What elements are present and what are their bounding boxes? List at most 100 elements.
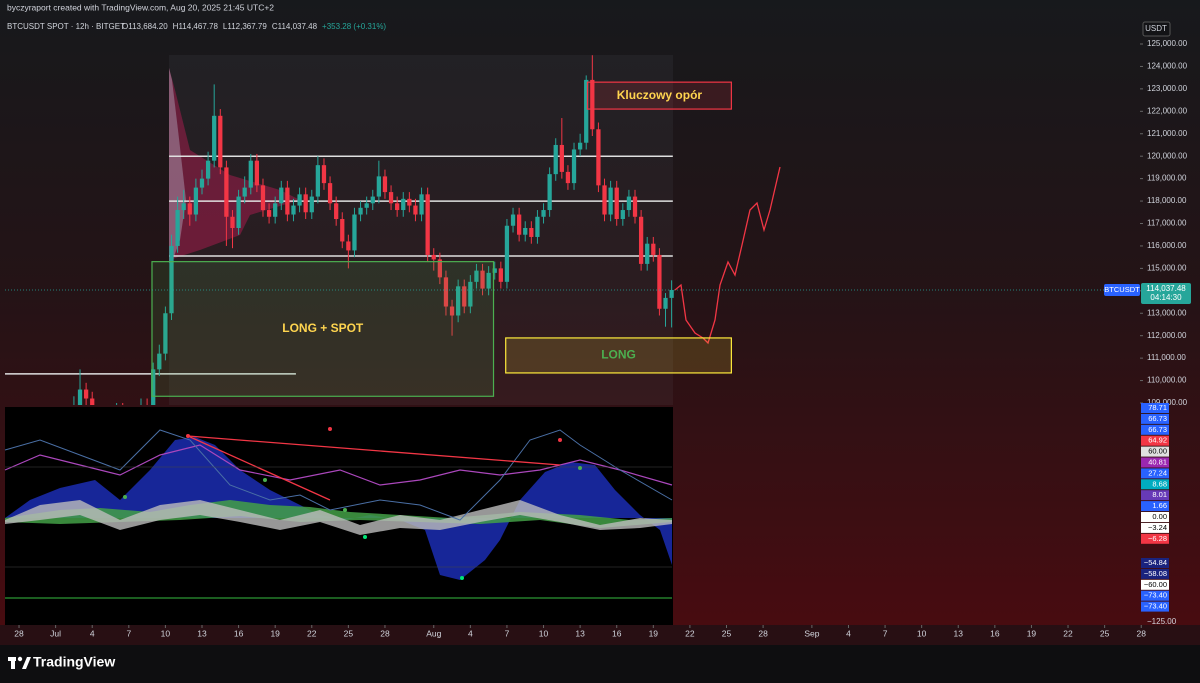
y-tick-label: 118,000.00 xyxy=(1147,196,1187,205)
zone-label: LONG + SPOT xyxy=(282,321,364,335)
x-tick-label: 22 xyxy=(685,628,695,638)
indicator-tag xyxy=(1141,479,1169,490)
zone-label: Kluczowy opór xyxy=(617,88,703,102)
x-tick-label: 4 xyxy=(90,628,95,638)
volume-profile-core xyxy=(169,68,186,263)
candle-body xyxy=(297,194,302,206)
candle-body xyxy=(151,369,156,405)
x-tick-label: 7 xyxy=(883,628,888,638)
candle-body xyxy=(340,219,345,242)
candle-body xyxy=(218,115,223,168)
x-tick-label: 13 xyxy=(575,628,585,638)
candle-body xyxy=(651,243,656,255)
range-shade xyxy=(169,55,673,405)
candle-body xyxy=(638,216,644,264)
indicator-tag xyxy=(1141,435,1169,446)
candle-body xyxy=(382,176,388,193)
candle-body xyxy=(657,254,662,309)
y-tick-label: 117,000.00 xyxy=(1147,219,1187,228)
zone xyxy=(505,337,732,374)
symbol-tag-text: BTCUSDT xyxy=(1104,285,1140,294)
candle-body xyxy=(468,281,473,307)
y-tick-label: 110,000.00 xyxy=(1147,376,1187,385)
footer-bar xyxy=(0,645,1200,683)
candle-body xyxy=(334,203,339,220)
indicator-tag-text: −60.00 xyxy=(1144,580,1167,589)
candle-body xyxy=(669,289,674,298)
candle-body xyxy=(529,227,534,237)
indicator-tag-text: 60.00 xyxy=(1148,447,1167,456)
x-tick-label: 16 xyxy=(990,628,1000,638)
indicator-tag xyxy=(1141,468,1169,479)
indicator-tag-text: 0.00 xyxy=(1152,512,1167,521)
candle-body xyxy=(352,214,357,251)
candle-body xyxy=(645,243,650,264)
indicator-tag xyxy=(1141,579,1169,590)
candle-body xyxy=(199,178,205,188)
symbol-title: BTCUSDT SPOT · 12h · BITGET xyxy=(7,22,125,31)
x-tick-label: 10 xyxy=(917,628,927,638)
candle-body xyxy=(266,210,272,217)
x-tick-label: Jul xyxy=(50,628,61,638)
indicator-tag xyxy=(1141,413,1169,424)
x-tick-label: 4 xyxy=(468,628,473,638)
candle-body xyxy=(187,203,192,215)
candle-body xyxy=(584,79,589,143)
y-tick-label: 115,000.00 xyxy=(1147,263,1187,272)
indicator-tag-text: 1.66 xyxy=(1152,501,1167,510)
candle-body xyxy=(602,185,607,215)
x-tick-label: 13 xyxy=(197,628,207,638)
candle-body xyxy=(535,216,540,237)
indicator-tag-text: −73.40 xyxy=(1144,602,1167,611)
x-tick-label: 16 xyxy=(612,628,622,638)
x-tick-label: 28 xyxy=(1136,628,1146,638)
candle-body xyxy=(346,241,351,251)
indicator-drawing xyxy=(4,427,673,599)
candle-body xyxy=(236,196,241,228)
candle-body xyxy=(456,286,461,316)
x-tick-label: Aug xyxy=(426,628,441,638)
candle-body xyxy=(90,398,95,405)
candle-body xyxy=(303,194,308,213)
candle-body xyxy=(553,144,558,175)
candle-body xyxy=(364,203,369,208)
indicator-tag-text: 8.68 xyxy=(1152,479,1167,488)
candle-body xyxy=(480,270,485,289)
x-tick-label: 19 xyxy=(270,628,280,638)
candle-body xyxy=(626,196,632,211)
indicator-tag-text: −73.40 xyxy=(1144,591,1167,600)
x-tick-label: 28 xyxy=(758,628,768,638)
x-tick-label: 7 xyxy=(126,628,131,638)
candle-body xyxy=(248,160,253,188)
price-pane xyxy=(5,55,674,405)
volume-profile xyxy=(169,68,300,263)
candle-body xyxy=(83,389,89,399)
x-tick-label: Sep xyxy=(804,628,819,638)
indicator-tag xyxy=(1141,601,1169,612)
candle-body xyxy=(510,214,516,226)
y-tick-label: 125,000.00 xyxy=(1147,39,1188,48)
candle-body xyxy=(315,165,321,197)
candle-body xyxy=(395,203,400,211)
candle-body xyxy=(596,129,601,186)
candle-body xyxy=(425,194,430,255)
y-tick-label: 116,000.00 xyxy=(1147,241,1187,250)
candle-body xyxy=(663,297,668,309)
candle-body xyxy=(321,165,327,184)
candle-body xyxy=(388,192,394,204)
currency-box xyxy=(1142,21,1171,37)
time-axis xyxy=(0,625,1200,645)
ohlc-value: H114,467.78 xyxy=(173,22,219,31)
indicator-tag-text: −6.28 xyxy=(1148,534,1167,543)
candle-body xyxy=(559,144,564,172)
candle-body xyxy=(181,203,186,211)
candle-body xyxy=(285,187,290,215)
candle-body xyxy=(565,171,571,184)
x-tick-label: 22 xyxy=(307,628,317,638)
y-tick-label: 111,000.00 xyxy=(1147,353,1186,362)
y-tick-label: 119,000.00 xyxy=(1147,174,1187,183)
candle-body xyxy=(413,205,418,215)
candle-body xyxy=(437,259,442,278)
x-tick-label: 13 xyxy=(954,628,964,638)
